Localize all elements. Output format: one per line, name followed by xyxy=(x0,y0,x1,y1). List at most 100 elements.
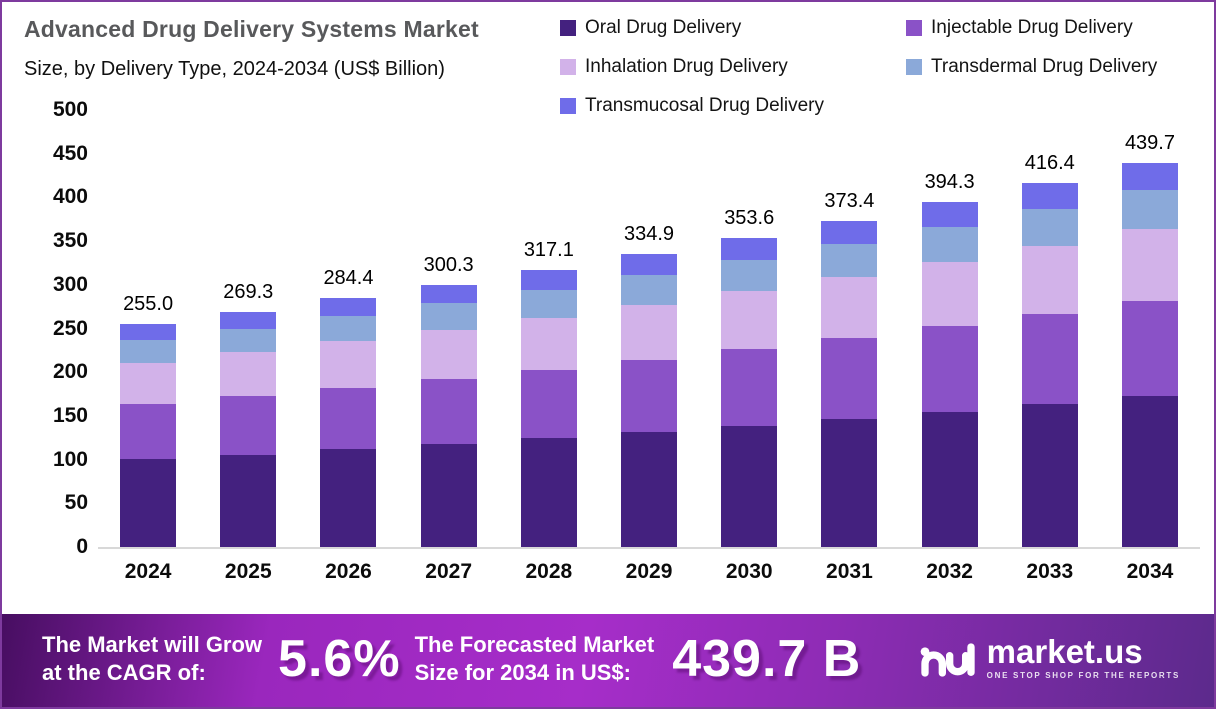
bar-segment-inhalation-drug-delivery xyxy=(120,362,177,405)
bar-column: 334.9 xyxy=(599,110,699,547)
bar-segment-transdermal-drug-delivery xyxy=(721,260,778,292)
x-axis-label: 2025 xyxy=(224,560,272,583)
bar-segment-oral-drug-delivery xyxy=(621,431,678,547)
legend-swatch xyxy=(560,19,576,36)
bar-total-label: 373.4 xyxy=(824,189,875,212)
legend-label: Injectable Drug Delivery xyxy=(931,17,1133,38)
y-axis-label: 250 xyxy=(52,316,88,340)
y-axis-label: 300 xyxy=(52,272,88,296)
bar-segment-transdermal-drug-delivery xyxy=(621,275,678,306)
bar-segment-inhalation-drug-delivery xyxy=(1121,229,1178,302)
forecast-text-line2: Size for 2034 in US$: xyxy=(414,659,631,685)
banner: The Market will Grow at the CAGR of: 5.6… xyxy=(2,614,1214,707)
bar-segment-injectable-drug-delivery xyxy=(420,379,477,444)
bar-segment-inhalation-drug-delivery xyxy=(721,291,778,350)
bar-column: 317.1 xyxy=(499,110,599,547)
bar-total-label: 317.1 xyxy=(523,238,574,261)
bar-segment-transdermal-drug-delivery xyxy=(120,340,177,363)
bar-segment-injectable-drug-delivery xyxy=(320,387,377,450)
bar-segment-injectable-drug-delivery xyxy=(220,396,277,455)
bar-total-label: 300.3 xyxy=(423,253,474,276)
cagr-text-line1: The Market will Grow xyxy=(42,632,263,657)
legend-item: Transmucosal Drug Delivery xyxy=(560,96,906,115)
y-axis-label: 50 xyxy=(64,491,88,515)
y-axis-label: 400 xyxy=(52,185,88,209)
bar-column: 416.4 xyxy=(1000,110,1100,547)
cagr-value: 5.6% xyxy=(278,629,401,688)
bar-stack xyxy=(420,284,477,547)
bar-segment-oral-drug-delivery xyxy=(721,425,778,547)
y-axis-label: 350 xyxy=(52,229,88,253)
bar-column: 373.4 xyxy=(799,110,899,547)
legend-item: Oral Drug Delivery xyxy=(560,18,906,37)
bar-total-label: 416.4 xyxy=(1024,152,1075,175)
bar-stack xyxy=(1021,183,1078,547)
bar-segment-transmucosal-drug-delivery xyxy=(1021,183,1078,210)
y-axis-label: 150 xyxy=(52,403,88,427)
y-axis: 0 50 100 150 200 250 300 350 400 450 500 xyxy=(14,98,88,558)
bar-segment-oral-drug-delivery xyxy=(1021,404,1078,547)
legend-swatch xyxy=(560,97,576,114)
bar-stack xyxy=(621,254,678,547)
bar-segment-inhalation-drug-delivery xyxy=(320,341,377,388)
legend-label: Inhalation Drug Delivery xyxy=(585,56,788,77)
legend-item: Injectable Drug Delivery xyxy=(906,18,1212,37)
x-axis-label: 2029 xyxy=(625,560,673,583)
bar-segment-injectable-drug-delivery xyxy=(1121,301,1178,396)
legend-label: Transdermal Drug Delivery xyxy=(931,56,1158,77)
plot-area: 255.0 269.3 284.4 300.3 317.1 334.9 353.6 373.4… xyxy=(98,110,1200,549)
bar-segment-oral-drug-delivery xyxy=(921,411,978,547)
bar-segment-oral-drug-delivery xyxy=(1121,395,1178,547)
bar-column: 255.0 xyxy=(98,110,198,547)
bar-segment-transmucosal-drug-delivery xyxy=(220,311,277,329)
bar-stack xyxy=(821,220,878,547)
bar-segment-transmucosal-drug-delivery xyxy=(921,202,978,228)
bar-stack xyxy=(520,269,577,547)
forecast-value: 439.7 B xyxy=(672,629,862,688)
bar-segment-transmucosal-drug-delivery xyxy=(120,324,177,341)
legend-swatch xyxy=(906,19,922,36)
y-axis-label: 200 xyxy=(52,360,88,384)
bar-segment-injectable-drug-delivery xyxy=(821,338,878,419)
x-axis-label: 2026 xyxy=(325,560,372,583)
bar-stack xyxy=(320,298,377,547)
bar-total-label: 334.9 xyxy=(624,223,675,246)
bar-segment-oral-drug-delivery xyxy=(520,438,577,547)
forecast-text: The Forecasted Market Size for 2034 in U… xyxy=(415,631,655,686)
bar-stack xyxy=(220,311,277,547)
bar-segment-injectable-drug-delivery xyxy=(721,349,778,426)
bar-segment-injectable-drug-delivery xyxy=(1021,314,1078,405)
bar-segment-transmucosal-drug-delivery xyxy=(1121,162,1178,191)
bar-total-label: 269.3 xyxy=(223,280,274,303)
bar-segment-transmucosal-drug-delivery xyxy=(520,269,577,290)
chart-title: Advanced Drug Delivery Systems Market xyxy=(24,16,479,42)
legend-label: Transmucosal Drug Delivery xyxy=(585,95,824,116)
bar-segment-transdermal-drug-delivery xyxy=(420,303,477,330)
bar-total-label: 394.3 xyxy=(924,171,975,194)
legend-item: Inhalation Drug Delivery xyxy=(560,57,906,76)
legend-swatch xyxy=(906,58,922,75)
bar-total-label: 439.7 xyxy=(1124,131,1175,154)
bar-segment-transdermal-drug-delivery xyxy=(220,328,277,353)
bar-column: 269.3 xyxy=(198,110,298,547)
x-axis-label: 2027 xyxy=(425,560,473,583)
bar-segment-transdermal-drug-delivery xyxy=(320,316,377,342)
x-axis-label: 2028 xyxy=(525,560,573,583)
legend-swatch xyxy=(560,58,576,75)
bar-segment-transdermal-drug-delivery xyxy=(520,289,577,318)
y-axis-label: 500 xyxy=(52,98,88,121)
bar-stack xyxy=(921,202,978,547)
x-axis: 2024 2025 2026 2027 2028 2029 2030 2031 2032 2033… xyxy=(98,560,1200,584)
bar-segment-transmucosal-drug-delivery xyxy=(721,237,778,261)
bar-total-label: 255.0 xyxy=(123,293,174,316)
bar-segment-oral-drug-delivery xyxy=(220,454,277,547)
bar-segment-inhalation-drug-delivery xyxy=(420,329,477,380)
bar-segment-inhalation-drug-delivery xyxy=(821,277,878,339)
bar-stack xyxy=(1121,162,1178,547)
x-axis-label: 2033 xyxy=(1026,560,1074,583)
bar-segment-transmucosal-drug-delivery xyxy=(821,220,878,245)
bar-segment-transmucosal-drug-delivery xyxy=(621,254,678,276)
bar-total-label: 284.4 xyxy=(323,267,374,290)
x-axis-label: 2030 xyxy=(725,560,773,583)
